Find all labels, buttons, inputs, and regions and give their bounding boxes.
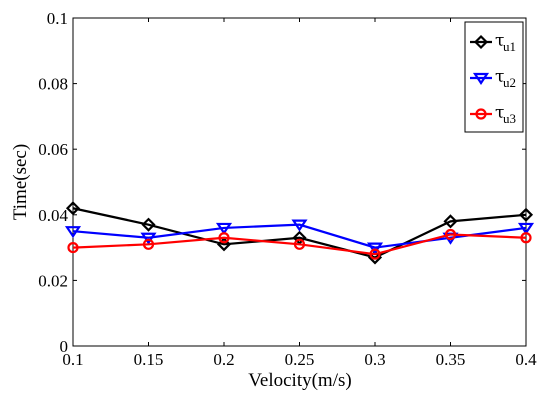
data-point (444, 228, 457, 241)
x-tick-label: 0.1 (62, 350, 83, 369)
x-tick-label: 0.35 (436, 350, 466, 369)
x-tick-label: 0.2 (213, 350, 234, 369)
series-layer (64, 201, 535, 265)
data-point (142, 238, 155, 250)
legend-label: τ (495, 31, 504, 51)
legend-entry: τu3 (470, 103, 516, 126)
legend-entry: τu2 (470, 67, 516, 90)
legend-label-subscript: u1 (503, 39, 516, 54)
data-point (216, 237, 232, 252)
legend-label-subscript: u2 (503, 75, 516, 90)
legend-label-subscript: u3 (503, 111, 516, 126)
y-tick-label: 0.08 (38, 75, 68, 94)
series-3 (67, 228, 532, 260)
series-line (72, 207, 527, 259)
data-point (293, 238, 306, 250)
data-point (67, 242, 79, 254)
tick-labels: 0.1 0.15 0.2 0.25 0.3 0.35 0.4 0 0.02 0.04 0.06 0.0… (38, 9, 537, 369)
legend-marker (473, 34, 489, 50)
data-point (518, 207, 534, 222)
data-point (64, 226, 82, 239)
series-line (72, 223, 527, 249)
y-tick-label: 0.02 (38, 271, 68, 290)
y-tick-label: 0.1 (47, 9, 68, 28)
y-axis-label: Time(sec) (10, 144, 31, 220)
data-point (291, 219, 308, 232)
data-point (215, 222, 233, 235)
legend-marker (472, 72, 490, 85)
data-point (65, 201, 81, 216)
legend-label: τ (495, 67, 504, 87)
data-point (140, 232, 157, 245)
data-point (366, 242, 384, 255)
data-point (517, 222, 535, 235)
y-tick-label: 0 (60, 337, 69, 356)
legend-entry: τu1 (470, 31, 516, 54)
plot-area (72, 17, 527, 347)
axis-ticks (72, 17, 527, 347)
data-point (141, 217, 156, 232)
legend-label: τ (495, 103, 504, 123)
data-point (218, 232, 230, 244)
data-point (443, 214, 458, 229)
data-point (369, 248, 381, 260)
x-tick-label: 0.25 (285, 350, 315, 369)
x-tick-label: 0.15 (134, 350, 164, 369)
y-tick-label: 0.06 (38, 140, 68, 159)
series-line (72, 233, 527, 256)
legend-marker (475, 108, 487, 120)
x-tick-label: 0.4 (515, 350, 537, 369)
x-axis-label: Velocity(m/s) (248, 370, 351, 391)
data-point (520, 232, 532, 244)
x-tick-label: 0.3 (364, 350, 385, 369)
y-tick-label: 0.04 (38, 206, 68, 225)
